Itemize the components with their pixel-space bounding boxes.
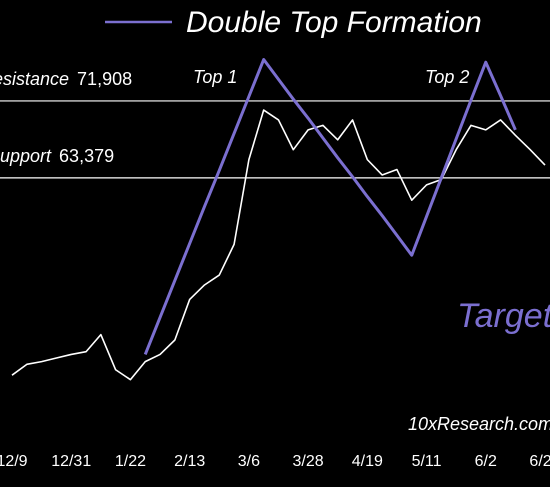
x-tick-label: 3/28 [293,453,324,470]
watermark: 10xResearch.com [408,414,550,434]
price-line [11,109,546,381]
annotation: Top 2 [425,67,469,87]
level-value: 71,908 [77,69,132,89]
level-name: Support [0,146,52,166]
x-tick-label: 2/13 [174,453,205,470]
chart-title: Double Top Formation [186,6,482,39]
level-label: Support 63,379 [0,146,114,166]
x-tick-label: 4/19 [352,453,383,470]
level-name: Resistance [0,69,69,89]
x-tick-label: 1/22 [115,453,146,470]
x-tick-label: 12/31 [51,453,91,470]
x-tick-label: 12/9 [0,453,28,470]
pattern-line [143,58,517,355]
level-label: Resistance 71,908 [0,69,132,89]
level-value: 63,379 [59,146,114,166]
annotation: Target [457,297,550,335]
x-tick-label: 3/6 [238,453,260,470]
x-tick-label: 5/11 [412,453,442,470]
x-tick-label: 6/24 [529,453,550,470]
x-tick-label: 6/2 [475,453,497,470]
annotation: Top 1 [193,67,237,87]
